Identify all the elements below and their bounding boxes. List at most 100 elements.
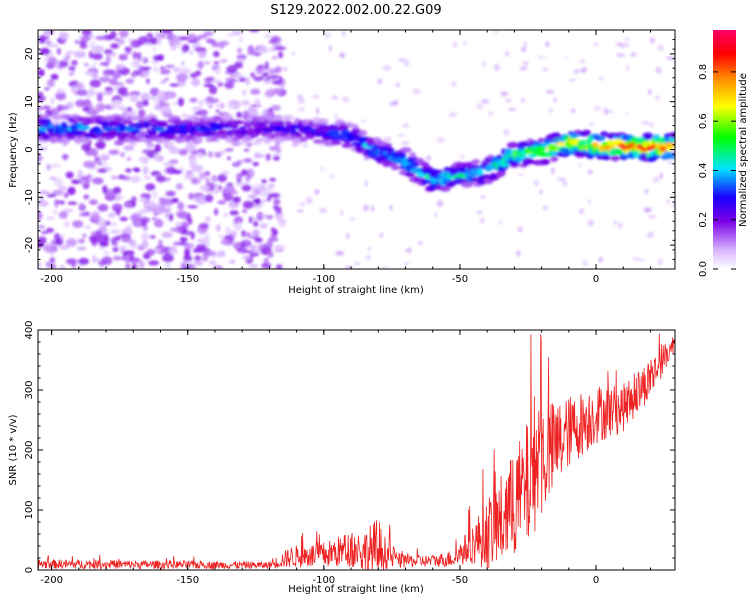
spectrogram-ridge-cell xyxy=(316,139,326,144)
spectrogram-ridge-cell xyxy=(525,159,536,165)
spectrogram-cell xyxy=(268,146,280,151)
spectrogram-ridge-cell xyxy=(272,115,283,122)
spectrogram-cell xyxy=(249,30,260,33)
spectrogram-cell xyxy=(425,155,432,162)
spectrogram-ridge-cell xyxy=(506,141,519,149)
spectrogram-cell xyxy=(436,199,444,207)
spectrogram-cell xyxy=(403,262,410,266)
spectrogram-cell xyxy=(188,217,193,225)
spectrogram-cell xyxy=(215,109,220,114)
spectrogram-ridge-cell xyxy=(257,121,268,127)
spectrogram-cell xyxy=(248,170,255,176)
spectrogram-cell xyxy=(159,66,165,70)
spectrogram-cell xyxy=(144,202,153,207)
spectrogram-cell xyxy=(43,86,51,91)
spectrogram-cell xyxy=(169,227,181,232)
spectrogram-cell xyxy=(229,210,239,216)
spectrogram-cell xyxy=(500,91,509,97)
spectrogram-cell xyxy=(553,97,557,103)
spectrogram-cell xyxy=(50,107,60,115)
spectrogram-cell xyxy=(346,233,350,239)
spectrogram-cell xyxy=(480,195,486,199)
spectrogram-cell xyxy=(116,64,125,70)
spectrogram-cell xyxy=(328,174,335,178)
spectrogram-cell xyxy=(79,212,86,217)
spectrogram-cell xyxy=(180,61,185,66)
spectrogram-cell xyxy=(236,247,243,252)
spectrogram-cell xyxy=(183,255,192,262)
spectrogram-cell xyxy=(50,73,59,81)
spectrogram-cell xyxy=(262,199,268,203)
spectrogram-cell xyxy=(242,208,248,214)
spectrogram-cell xyxy=(217,250,226,258)
spectrogram-cell xyxy=(154,32,166,37)
spectrogram-cell xyxy=(151,190,158,200)
spectrogram-cell xyxy=(168,213,174,222)
spectrogram-cell xyxy=(581,259,588,267)
spectrogram-ridge-cell xyxy=(232,120,245,125)
spectrogram-cell xyxy=(537,55,546,60)
spectrogram-cell xyxy=(319,207,327,214)
spectrogram-cell xyxy=(146,143,155,148)
spectrogram-cell xyxy=(217,174,228,183)
spectrogram-cell xyxy=(238,77,247,83)
spectrogram-cell xyxy=(250,244,255,253)
spectrogram-cell xyxy=(298,98,306,104)
spectrogram-cell xyxy=(247,195,257,199)
spectrogram-cell xyxy=(364,180,368,188)
spectrogram-cell xyxy=(46,193,57,198)
spectrogram-cell xyxy=(156,90,168,100)
spectrogram-cell xyxy=(172,169,182,174)
spectrogram-ridge-cell xyxy=(341,143,354,149)
spectrogram-cell xyxy=(269,89,282,95)
spectrogram-cell xyxy=(412,88,421,95)
spectrogram-cell xyxy=(215,266,220,269)
spectrogram-cell xyxy=(224,81,235,89)
spectrogram-cell xyxy=(90,211,100,220)
spectrogram-cell xyxy=(213,51,220,58)
spectrogram-cell xyxy=(344,120,354,124)
spectrogram-cell xyxy=(153,67,159,72)
spectrogram-cell xyxy=(146,249,156,256)
spectrogram-cell xyxy=(38,95,46,102)
spectrogram-cell xyxy=(67,201,78,205)
spectrogram-cell xyxy=(161,30,173,34)
spectrogram-cell xyxy=(95,35,107,41)
spectrogram-cell xyxy=(132,51,138,60)
spectrogram-cell xyxy=(125,168,132,173)
spectrogram-cell xyxy=(641,120,650,125)
spectrogram-ridge-cell xyxy=(284,120,292,126)
spectrogram-cell xyxy=(115,235,121,242)
y-tick-label: 100 xyxy=(24,500,35,519)
spectrogram-cell xyxy=(217,82,224,87)
spectrogram-cell xyxy=(568,78,577,82)
spectrogram-cell xyxy=(570,108,576,114)
spectrogram-cell xyxy=(389,101,399,106)
y-tick-label: 10 xyxy=(24,95,35,108)
spectrogram-ridge-cell xyxy=(165,133,177,141)
spectrogram-ridge-cell xyxy=(42,118,52,123)
spectrogram-cell xyxy=(519,66,528,71)
spectrogram-cell xyxy=(168,247,178,255)
x-tick-label: -50 xyxy=(452,274,468,285)
spectrogram-cell xyxy=(112,82,125,86)
spectrogram-cell xyxy=(203,61,212,65)
x-tick-label: 0 xyxy=(593,575,599,586)
spectrogram-cell xyxy=(269,177,277,182)
spectrogram-cell xyxy=(133,168,141,173)
spectrogram-cell xyxy=(235,173,243,181)
spectrogram-cell xyxy=(211,175,218,183)
spectrogram-cell xyxy=(38,236,47,245)
spectrogram-cell xyxy=(83,62,90,67)
spectrogram-cell xyxy=(250,88,261,95)
spectrogram-cell xyxy=(187,40,199,44)
spectrogram-ridge-cell xyxy=(600,131,609,138)
spectrogram-cell xyxy=(38,68,45,77)
spectrogram-cell xyxy=(85,110,98,116)
spectrogram-cell xyxy=(241,184,252,192)
spectrogram-cell xyxy=(264,61,270,71)
spectrogram-cell xyxy=(344,265,353,269)
spectrogram-ridge-cell xyxy=(302,125,314,133)
spectrogram-cell xyxy=(170,35,180,44)
